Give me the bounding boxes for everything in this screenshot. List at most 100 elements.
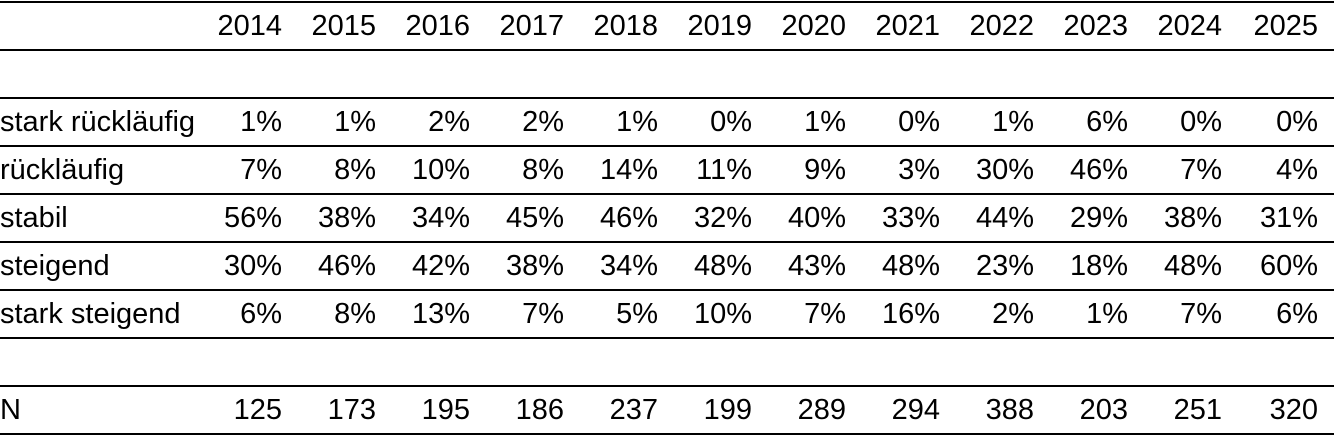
data-row: rückläufig 7% 8% 10% 8% 14% 11% 9% 3% 30% 46% 7% 4% [0, 146, 1334, 195]
value-cell: 1% [1034, 290, 1128, 339]
value-cell: 46% [564, 194, 658, 243]
value-cell: 7% [752, 290, 846, 339]
year-header: 2019 [658, 1, 752, 51]
value-cell: 29% [1034, 194, 1128, 243]
year-header: 2025 [1222, 1, 1334, 51]
value-cell: 14% [564, 146, 658, 195]
value-cell: 11% [658, 146, 752, 195]
value-cell: 203 [1034, 386, 1128, 435]
row-label: stark rückläufig [0, 98, 195, 147]
value-cell: 186 [470, 386, 564, 435]
value-cell: 5% [564, 290, 658, 339]
value-cell: 0% [1222, 98, 1334, 147]
value-cell: 1% [282, 98, 376, 147]
value-cell: 16% [846, 290, 940, 339]
year-header: 2015 [282, 1, 376, 51]
row-label: steigend [0, 242, 188, 291]
n-row: N 125 173 195 186 237 199 289 294 388 203 251 320 [0, 386, 1334, 435]
year-header: 2020 [752, 1, 846, 51]
value-cell: 2% [470, 98, 564, 147]
value-cell: 46% [282, 242, 376, 291]
value-cell: 56% [188, 194, 282, 243]
data-row: stark rückläufig 1% 1% 2% 2% 1% 0% 1% 0% 1% 6% 0% 0% [0, 98, 1334, 147]
row-label: N [0, 386, 188, 435]
row-label: rückläufig [0, 146, 188, 195]
year-header: 2016 [376, 1, 470, 51]
value-cell: 2% [940, 290, 1034, 339]
value-cell: 0% [658, 98, 752, 147]
value-cell: 8% [282, 290, 376, 339]
value-cell: 7% [1128, 290, 1222, 339]
value-cell: 48% [658, 242, 752, 291]
table-body: stark rückläufig 1% 1% 2% 2% 1% 0% 1% 0% 1% 6% 0% 0%… [0, 50, 1334, 435]
value-cell: 40% [752, 194, 846, 243]
value-cell: 10% [376, 146, 470, 195]
value-cell: 1% [940, 98, 1034, 147]
value-cell: 6% [1034, 98, 1128, 147]
value-cell: 48% [1128, 242, 1222, 291]
value-cell: 8% [470, 146, 564, 195]
value-cell: 237 [564, 386, 658, 435]
value-cell: 1% [564, 98, 658, 147]
value-cell: 32% [658, 194, 752, 243]
value-cell: 38% [470, 242, 564, 291]
row-label: stabil [0, 194, 188, 243]
value-cell: 30% [940, 146, 1034, 195]
year-header: 2022 [940, 1, 1034, 51]
value-cell: 46% [1034, 146, 1128, 195]
value-cell: 388 [940, 386, 1034, 435]
row-label: stark steigend [0, 290, 188, 339]
value-cell: 60% [1222, 242, 1334, 291]
value-cell: 6% [1222, 290, 1334, 339]
corner-cell [0, 1, 188, 51]
value-cell: 18% [1034, 242, 1128, 291]
value-cell: 195 [376, 386, 470, 435]
value-cell: 48% [846, 242, 940, 291]
value-cell: 30% [188, 242, 282, 291]
value-cell: 42% [376, 242, 470, 291]
value-cell: 3% [846, 146, 940, 195]
value-cell: 251 [1128, 386, 1222, 435]
year-header-row: 2014 2015 2016 2017 2018 2019 2020 2021 2022 2023… [0, 1, 1334, 51]
value-cell: 1% [188, 98, 282, 147]
value-cell: 10% [658, 290, 752, 339]
data-row: stabil 56% 38% 34% 45% 46% 32% 40% 33% 44% 29% 38% 3… [0, 194, 1334, 243]
year-header: 2024 [1128, 1, 1222, 51]
value-cell: 45% [470, 194, 564, 243]
value-cell: 4% [1222, 146, 1334, 195]
value-cell: 125 [188, 386, 282, 435]
year-header: 2017 [470, 1, 564, 51]
value-cell: 34% [564, 242, 658, 291]
value-cell: 8% [282, 146, 376, 195]
value-cell: 173 [282, 386, 376, 435]
value-cell: 7% [188, 146, 282, 195]
year-header: 2014 [188, 1, 282, 51]
value-cell: 7% [470, 290, 564, 339]
value-cell: 38% [1128, 194, 1222, 243]
year-header: 2021 [846, 1, 940, 51]
year-header: 2023 [1034, 1, 1128, 51]
value-cell: 34% [376, 194, 470, 243]
value-cell: 320 [1222, 386, 1334, 435]
value-cell: 13% [376, 290, 470, 339]
spacer-cell [0, 50, 1334, 99]
value-cell: 294 [846, 386, 940, 435]
value-cell: 31% [1222, 194, 1334, 243]
data-row: stark steigend 6% 8% 13% 7% 5% 10% 7% 16% 2% 1% 7% 6… [0, 290, 1334, 339]
value-cell: 33% [846, 194, 940, 243]
value-cell: 2% [376, 98, 470, 147]
data-row: steigend 30% 46% 42% 38% 34% 48% 43% 48% 23% 18% 48… [0, 242, 1334, 291]
value-cell: 38% [282, 194, 376, 243]
spacer-row-bottom [0, 338, 1334, 387]
value-cell: 0% [846, 98, 940, 147]
spacer-row-top [0, 50, 1334, 99]
value-cell: 289 [752, 386, 846, 435]
value-cell: 0% [1128, 98, 1222, 147]
value-cell: 23% [940, 242, 1034, 291]
value-cell: 44% [940, 194, 1034, 243]
year-header: 2018 [564, 1, 658, 51]
value-cell: 199 [658, 386, 752, 435]
spacer-cell [0, 338, 1334, 387]
value-cell: 7% [1128, 146, 1222, 195]
